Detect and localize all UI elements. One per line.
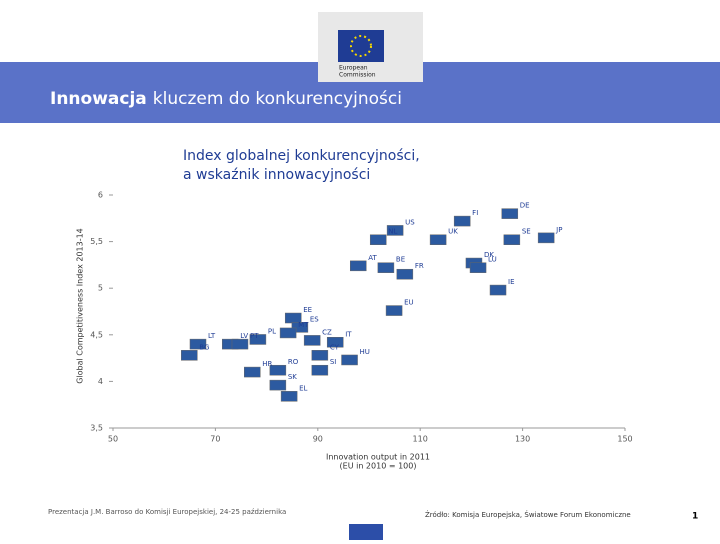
point — [181, 350, 198, 361]
point-label: LT — [208, 332, 216, 340]
point-label: IE — [508, 278, 515, 286]
point — [489, 284, 507, 296]
y-tick-label: 3,5 — [90, 424, 103, 433]
logo-text: European — [339, 65, 368, 72]
y-axis-label: Global Competitiveness Index 2013-14 — [76, 228, 85, 384]
point — [244, 366, 261, 378]
point-label: PL — [268, 327, 276, 335]
point — [326, 337, 344, 348]
chart-title: a wskaźnik innowacyjności — [183, 167, 370, 183]
y-tick-label: 5,5 — [90, 237, 103, 246]
point — [280, 391, 298, 402]
point — [429, 234, 447, 245]
title-bold: Innowacja — [50, 89, 147, 109]
point — [385, 305, 403, 316]
logo-flag — [338, 30, 384, 62]
point-label: BE — [396, 256, 405, 264]
point — [501, 208, 519, 219]
point-label: ES — [310, 315, 319, 323]
point-label: US — [405, 218, 415, 226]
point-label: BG — [199, 343, 209, 351]
y-tick-label: 5 — [98, 284, 103, 293]
logo-stars — [350, 35, 372, 57]
point-label: SE — [522, 228, 531, 236]
x-tick-label: 110 — [413, 435, 428, 444]
point — [269, 379, 287, 391]
point-label: CY — [330, 343, 340, 351]
point — [311, 364, 329, 376]
point-label: AT — [368, 254, 377, 262]
point — [341, 354, 358, 366]
footer-left: Prezentacja J.M. Barroso do Komisji Euro… — [48, 508, 286, 516]
point — [369, 234, 387, 245]
point-label: SK — [288, 373, 297, 381]
x-tick-label: 70 — [210, 435, 220, 444]
x-axis-label: Innovation output in 2011 — [326, 453, 430, 462]
point-label: PT — [250, 332, 259, 340]
footer-block — [349, 524, 383, 540]
point-label: NL — [388, 228, 397, 236]
point — [249, 334, 267, 345]
point — [469, 262, 487, 273]
point-label: HU — [360, 348, 370, 356]
point — [349, 260, 367, 272]
x-tick-label: 130 — [515, 435, 530, 444]
point — [269, 364, 287, 376]
point-label: EU — [404, 299, 414, 307]
point — [291, 322, 309, 333]
point-label: FI — [472, 209, 478, 217]
point-label: EL — [299, 384, 307, 392]
slide-title: Innowacja kluczem do konkurencyjności — [50, 89, 402, 109]
point — [396, 268, 414, 280]
title-rest: kluczem do konkurencyjności — [153, 89, 402, 109]
x-tick-label: 150 — [617, 435, 632, 444]
point-label: JP — [555, 226, 562, 234]
point — [537, 232, 555, 244]
point — [386, 225, 404, 236]
page-number: 1 — [692, 512, 698, 522]
point-label: HR — [262, 360, 272, 368]
point-label: SI — [330, 358, 337, 366]
point-label: LU — [488, 256, 497, 264]
point — [303, 335, 321, 346]
point — [503, 234, 521, 245]
point-label: MT — [298, 321, 309, 329]
footer-right: Źródło: Komisja Europejska, Światowe For… — [425, 510, 631, 519]
point-label: DK — [484, 251, 494, 259]
point-label: FR — [415, 262, 424, 270]
point — [377, 262, 395, 273]
point-label: LV — [240, 332, 248, 340]
point-label: EE — [303, 306, 312, 314]
point — [231, 338, 249, 350]
logo-text: Commission — [339, 72, 376, 79]
point-label: CZ — [322, 328, 332, 336]
point-label: IT — [345, 330, 352, 338]
y-tick-label: 4,5 — [90, 330, 103, 339]
y-tick-label: 6 — [98, 191, 103, 200]
point — [453, 215, 471, 227]
x-tick-label: 90 — [313, 435, 323, 444]
x-axis-label: (EU in 2010 = 100) — [340, 462, 417, 471]
point-label: DE — [520, 202, 530, 210]
point — [311, 350, 329, 361]
y-tick-label: 4 — [98, 377, 103, 386]
point-label: UK — [448, 228, 458, 236]
chart-title: Index globalnej konkurencyjności, — [183, 148, 420, 164]
x-tick-label: 50 — [108, 435, 118, 444]
point — [189, 338, 207, 350]
point — [279, 327, 297, 339]
point-label: RO — [288, 358, 299, 366]
